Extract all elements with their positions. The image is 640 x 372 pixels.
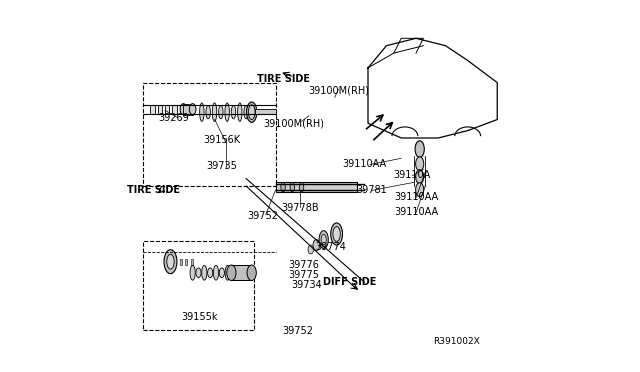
Ellipse shape xyxy=(219,106,223,119)
Ellipse shape xyxy=(220,268,225,278)
Text: 39110AA: 39110AA xyxy=(394,192,438,202)
Ellipse shape xyxy=(290,182,294,192)
Text: 39776: 39776 xyxy=(288,260,319,270)
Text: 39775: 39775 xyxy=(288,270,319,280)
Ellipse shape xyxy=(213,265,219,280)
Text: TIRE SIDE: TIRE SIDE xyxy=(127,185,180,195)
Text: 39752: 39752 xyxy=(247,211,278,221)
Ellipse shape xyxy=(319,231,328,248)
Ellipse shape xyxy=(415,157,424,171)
Ellipse shape xyxy=(244,106,248,119)
Ellipse shape xyxy=(415,170,424,184)
Ellipse shape xyxy=(313,240,319,251)
Bar xyxy=(184,104,193,115)
Ellipse shape xyxy=(202,265,207,280)
Ellipse shape xyxy=(196,268,201,278)
Bar xyxy=(150,105,155,114)
Ellipse shape xyxy=(231,106,236,119)
Bar xyxy=(157,105,162,114)
Bar xyxy=(143,83,276,186)
Ellipse shape xyxy=(281,182,285,192)
Ellipse shape xyxy=(189,104,196,115)
Bar xyxy=(276,182,357,192)
Text: 39781: 39781 xyxy=(356,185,387,195)
Ellipse shape xyxy=(206,106,211,119)
Ellipse shape xyxy=(180,104,187,115)
Text: 39110A: 39110A xyxy=(394,170,431,180)
Ellipse shape xyxy=(248,105,255,119)
Ellipse shape xyxy=(246,102,257,122)
Ellipse shape xyxy=(190,265,195,280)
Bar xyxy=(180,259,182,265)
Text: R391002X: R391002X xyxy=(433,337,480,346)
Ellipse shape xyxy=(415,141,424,157)
Text: 39734: 39734 xyxy=(292,280,323,290)
Text: 39155k: 39155k xyxy=(182,312,218,322)
Bar xyxy=(191,259,193,265)
Text: 39752: 39752 xyxy=(282,326,314,336)
Bar xyxy=(165,105,170,114)
Text: 39110AA: 39110AA xyxy=(394,207,438,217)
Ellipse shape xyxy=(415,183,424,197)
Ellipse shape xyxy=(200,103,204,121)
Ellipse shape xyxy=(207,268,212,278)
Bar xyxy=(143,241,253,330)
Ellipse shape xyxy=(225,103,229,121)
Ellipse shape xyxy=(321,234,326,245)
Text: 39774: 39774 xyxy=(316,242,346,252)
Text: 39778B: 39778B xyxy=(281,203,319,213)
Text: 39100M(RH): 39100M(RH) xyxy=(308,85,369,95)
Bar xyxy=(232,265,252,280)
Bar xyxy=(255,109,276,114)
Text: 39735: 39735 xyxy=(207,161,237,171)
Ellipse shape xyxy=(167,254,174,269)
Ellipse shape xyxy=(300,182,304,192)
Text: 39100M(RH): 39100M(RH) xyxy=(264,118,324,128)
Ellipse shape xyxy=(164,250,177,274)
Ellipse shape xyxy=(227,265,236,280)
Text: 39156K: 39156K xyxy=(204,135,241,145)
Text: 39110AA: 39110AA xyxy=(342,159,387,169)
Text: DIFF SIDE: DIFF SIDE xyxy=(323,277,376,287)
Ellipse shape xyxy=(308,245,314,254)
Text: 39269: 39269 xyxy=(159,113,189,123)
Text: TIRE SIDE: TIRE SIDE xyxy=(257,74,310,84)
Ellipse shape xyxy=(237,103,242,121)
Ellipse shape xyxy=(331,223,342,245)
Bar xyxy=(172,105,177,114)
Ellipse shape xyxy=(225,265,230,280)
Ellipse shape xyxy=(333,227,340,241)
Ellipse shape xyxy=(247,265,256,280)
Ellipse shape xyxy=(212,103,217,121)
Bar xyxy=(185,259,188,265)
